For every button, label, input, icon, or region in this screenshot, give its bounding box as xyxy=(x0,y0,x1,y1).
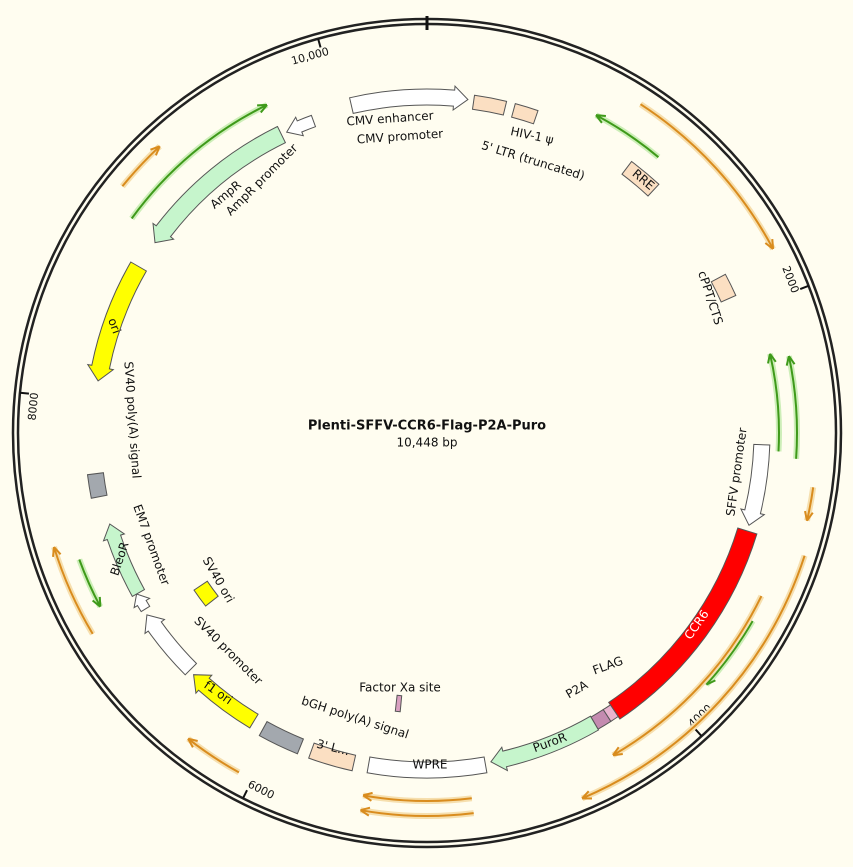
feature xyxy=(510,102,539,125)
primer-head xyxy=(764,239,775,250)
primer-head xyxy=(595,114,606,124)
feature xyxy=(152,125,287,244)
primer xyxy=(787,355,798,459)
primer-head xyxy=(257,103,268,114)
primer-head xyxy=(91,596,102,608)
feature xyxy=(193,674,259,729)
primer-head xyxy=(52,546,62,558)
feature xyxy=(133,593,151,613)
feature xyxy=(102,523,146,598)
feature xyxy=(144,614,198,676)
primer xyxy=(130,104,268,220)
primer-head xyxy=(187,737,198,748)
primer xyxy=(53,546,94,635)
feature xyxy=(621,160,660,197)
primer xyxy=(639,103,774,250)
feature-label: WPRE xyxy=(412,758,447,772)
feature-label: ori xyxy=(105,316,123,335)
feature xyxy=(86,472,108,499)
tick-mark xyxy=(694,728,703,737)
feature xyxy=(86,261,148,382)
primer xyxy=(705,620,754,686)
primer xyxy=(612,595,763,757)
tick-mark xyxy=(799,284,809,291)
feature xyxy=(349,84,469,114)
feature xyxy=(366,756,488,779)
plasmid-length: 10,448 bp xyxy=(396,436,457,450)
tick-mark xyxy=(19,391,30,395)
primer-head xyxy=(581,790,593,800)
primer-head xyxy=(804,510,814,522)
feature xyxy=(710,273,737,303)
feature xyxy=(394,694,403,713)
feature xyxy=(193,580,219,607)
primer-head xyxy=(785,355,796,366)
feature-label: CMV enhancer xyxy=(346,108,434,128)
primer-head xyxy=(612,746,623,757)
primer-head xyxy=(767,353,777,364)
feature xyxy=(490,715,600,772)
feature-label: CMV promoter xyxy=(356,126,443,146)
feature-label: Factor Xa site xyxy=(359,681,441,695)
primer-head xyxy=(150,145,161,156)
primer xyxy=(581,555,806,800)
feature xyxy=(285,114,317,137)
primer xyxy=(595,114,660,158)
feature xyxy=(739,443,771,527)
feature xyxy=(471,94,508,116)
feature xyxy=(308,742,357,772)
plasmid-title: Plenti-SFFV-CCR6-Flag-P2A-Puro xyxy=(308,419,546,434)
primer xyxy=(360,809,474,817)
primer xyxy=(769,353,780,452)
tick-mark xyxy=(317,38,322,48)
tick-label: 8000 xyxy=(26,392,42,421)
primer-head xyxy=(359,806,371,817)
primer xyxy=(362,794,472,803)
tick-mark xyxy=(242,789,248,799)
feature xyxy=(258,720,305,755)
primer-head xyxy=(362,791,373,802)
